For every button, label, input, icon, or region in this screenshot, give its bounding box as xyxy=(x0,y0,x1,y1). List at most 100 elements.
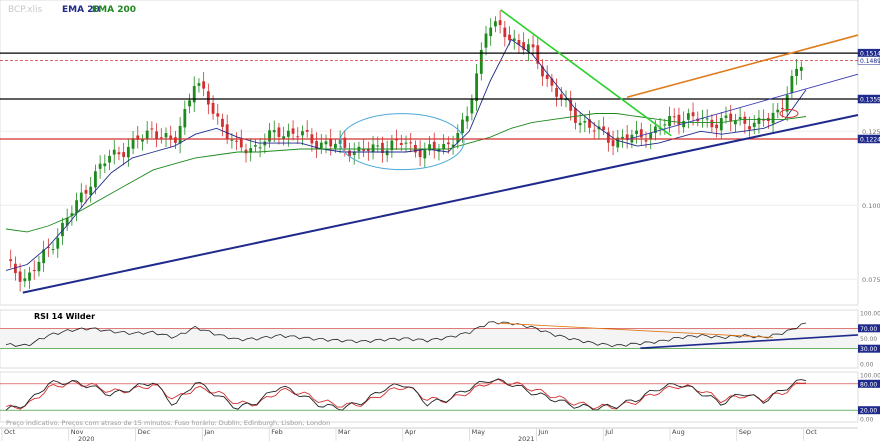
candle-body xyxy=(602,126,606,131)
ema200-line xyxy=(5,113,807,233)
candle-body xyxy=(531,44,535,48)
x-tick-label: Oct xyxy=(806,428,818,436)
price-level-label: 0.1224 xyxy=(860,136,880,143)
candle-body xyxy=(423,149,427,159)
candle-body xyxy=(456,132,460,143)
candle-body xyxy=(752,122,756,127)
candle-body xyxy=(710,119,714,128)
year-label: 2021 xyxy=(518,435,535,442)
candle-body xyxy=(541,66,544,77)
candle-body xyxy=(729,113,733,122)
candle-body xyxy=(84,189,88,194)
candle-body xyxy=(494,21,497,27)
candle-body xyxy=(621,136,624,139)
stoch-tick-label: 20.00 xyxy=(860,408,877,415)
candle-body xyxy=(324,141,328,145)
rsi-tick-label: 50.00 xyxy=(860,336,877,343)
candle-body xyxy=(305,129,309,132)
candle-body xyxy=(296,136,300,138)
candle-body xyxy=(334,143,337,149)
candle-body xyxy=(145,130,149,140)
candle-body xyxy=(197,83,201,86)
x-tick-label: Jul xyxy=(604,428,613,436)
candle-body xyxy=(465,116,469,122)
price-panel-frame xyxy=(0,0,859,306)
year-label: 2020 xyxy=(78,435,95,442)
candle-body xyxy=(70,213,74,217)
candle-body xyxy=(691,112,695,117)
candle-body xyxy=(258,147,262,149)
candle-body xyxy=(390,140,394,151)
x-tick-label: Nov xyxy=(71,428,84,436)
candle-body xyxy=(790,75,794,94)
candle-body xyxy=(432,141,436,150)
candle-body xyxy=(319,142,323,149)
candle-body xyxy=(183,109,187,128)
price-level-tag xyxy=(857,56,880,65)
candle-body xyxy=(122,152,126,158)
candle-body xyxy=(42,249,46,264)
candle-body xyxy=(639,129,643,138)
price-level-label: 0.1359 xyxy=(860,97,880,104)
candle-body xyxy=(268,130,271,142)
candle-body xyxy=(315,141,318,149)
candle-body xyxy=(385,150,389,156)
candle-body xyxy=(65,218,69,226)
candle-body xyxy=(169,135,173,140)
candle-body xyxy=(28,272,31,281)
x-tick-label: Sep xyxy=(739,428,751,436)
candle-body xyxy=(785,95,789,112)
candle-body xyxy=(56,237,60,249)
candle-body xyxy=(748,126,751,130)
footer-note: Preço indicativo. Preços com atraso de 1… xyxy=(6,419,330,427)
candle-body xyxy=(738,117,742,120)
candle-body xyxy=(719,118,723,131)
candle-body xyxy=(663,124,667,126)
candle-body xyxy=(174,137,177,143)
candle-body xyxy=(9,259,13,262)
candle-body xyxy=(178,125,182,144)
rsi-tick-label: 0.00 xyxy=(860,362,874,369)
price-level-label: 0.1514 xyxy=(860,51,880,58)
candle-body xyxy=(381,142,384,154)
candle-body xyxy=(225,124,229,139)
candle-body xyxy=(475,73,478,102)
candle-body xyxy=(654,126,657,134)
candle-body xyxy=(705,118,709,120)
candle-body xyxy=(141,138,144,142)
candle-body xyxy=(715,124,718,129)
price-level-label: 0.1489 xyxy=(860,58,880,65)
candle-body xyxy=(37,261,41,272)
candle-body xyxy=(616,137,620,148)
candle-body xyxy=(404,142,408,144)
candle-body xyxy=(545,74,549,79)
candle-body xyxy=(254,145,257,147)
rsi-panel: 100.00 70.00 50.00 30.00 0.00 xyxy=(0,311,880,369)
candle-body xyxy=(536,45,540,64)
candle-body xyxy=(578,122,582,126)
candle-body xyxy=(574,108,577,123)
rsi-tick-tag xyxy=(858,344,880,353)
candle-body xyxy=(526,44,530,52)
highlight-ellipse xyxy=(339,113,465,171)
candle-body xyxy=(150,128,154,130)
candle-body xyxy=(442,143,446,149)
ema200-legend: EMA 200 xyxy=(92,5,136,15)
candle-body xyxy=(159,137,163,139)
stoch-k-line xyxy=(5,378,807,411)
candle-body xyxy=(498,20,502,26)
candle-body xyxy=(282,136,286,139)
x-tick-label: Apr xyxy=(405,428,417,436)
candle-body xyxy=(743,116,747,124)
candle-body xyxy=(399,143,403,145)
candle-body xyxy=(286,130,290,137)
candle-body xyxy=(32,269,36,271)
rsi-line xyxy=(5,321,807,348)
candle-body xyxy=(489,27,493,37)
candle-body xyxy=(635,130,638,134)
x-tick-label: Feb xyxy=(271,428,283,436)
candle-body xyxy=(428,144,431,151)
